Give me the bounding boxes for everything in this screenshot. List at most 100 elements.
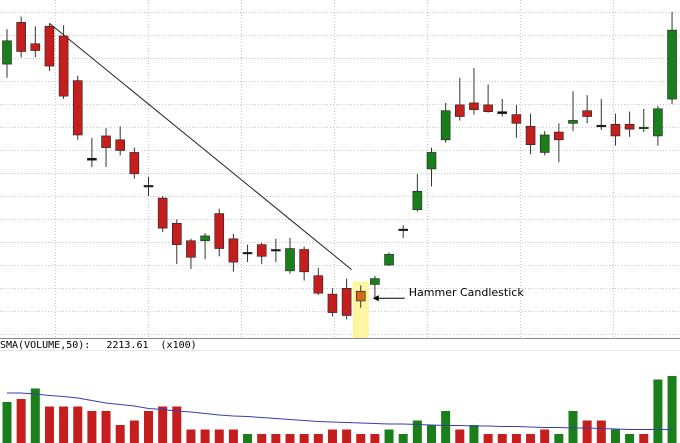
volume-bar	[356, 434, 366, 443]
candle-body	[299, 249, 309, 273]
candle-body	[143, 185, 154, 188]
candle-body	[242, 252, 253, 255]
candle-body	[610, 123, 621, 137]
candle	[638, 108, 649, 133]
candle-body	[72, 80, 83, 136]
candle-body	[412, 190, 423, 211]
volume-bar	[271, 434, 281, 443]
candle	[412, 173, 423, 212]
candle	[596, 99, 607, 131]
volume-bar	[653, 379, 663, 443]
candle	[370, 275, 380, 299]
candle-body	[313, 275, 324, 294]
volume-bar	[667, 376, 677, 443]
candle-body	[483, 104, 493, 112]
candle	[313, 267, 324, 296]
candle	[16, 16, 26, 58]
volume-bar	[101, 411, 111, 443]
volume-bar	[497, 434, 507, 443]
candle	[525, 113, 536, 155]
candle	[72, 75, 83, 140]
candle-body	[596, 124, 607, 128]
volume-bar	[540, 429, 550, 443]
candle-body	[667, 29, 677, 100]
candle-body	[624, 123, 635, 130]
candle-body	[44, 25, 55, 67]
candle	[30, 26, 41, 58]
candle	[440, 102, 451, 143]
volume-bar	[427, 425, 436, 443]
candle-body	[370, 278, 380, 285]
candle-body	[2, 40, 12, 65]
volume-bar	[214, 429, 224, 443]
trend-layer	[49, 22, 352, 271]
candle	[539, 131, 550, 156]
candle	[511, 104, 522, 138]
candle	[101, 128, 111, 167]
candle-body	[58, 35, 69, 97]
candle-body	[398, 228, 409, 231]
candle-body	[285, 248, 295, 272]
candle-body	[454, 104, 465, 117]
candle	[157, 196, 168, 233]
candle-body	[87, 157, 97, 161]
volume-bar	[16, 399, 26, 443]
candle	[214, 208, 225, 257]
volume-bar	[526, 434, 536, 443]
volume-bar	[59, 406, 69, 443]
sma-scale-note: (x100)	[161, 340, 197, 351]
volume-bar	[384, 429, 394, 443]
volume-bar	[568, 411, 578, 443]
volume-bar	[370, 434, 380, 443]
candle	[58, 25, 69, 100]
volume-bar	[398, 434, 408, 443]
candle-body	[384, 254, 394, 266]
candle	[355, 285, 366, 308]
downtrend-line	[49, 22, 352, 271]
candle-body	[172, 222, 182, 245]
candle	[242, 244, 253, 263]
candle	[426, 147, 437, 187]
candle-body	[228, 238, 239, 263]
volume-bar	[30, 388, 40, 443]
candle-body	[101, 135, 111, 148]
volume-bar	[115, 425, 125, 443]
volume-bar	[483, 434, 493, 443]
volume-bar	[554, 434, 564, 443]
volume-sma-line	[7, 392, 673, 430]
price-grid	[0, 0, 680, 338]
candle	[497, 99, 508, 117]
candle-body	[426, 152, 437, 170]
candle-body	[440, 110, 451, 141]
candle	[483, 84, 493, 113]
candle-body	[200, 235, 210, 242]
candle	[143, 176, 154, 197]
candle-body	[638, 126, 649, 130]
candle	[271, 238, 281, 263]
volume-bar	[511, 434, 521, 443]
candle-body	[497, 111, 508, 114]
candle	[667, 11, 677, 104]
volume-bar	[44, 406, 54, 443]
candle	[2, 29, 12, 78]
volume-bar	[73, 406, 83, 443]
candle	[285, 237, 295, 274]
volume-bar	[2, 402, 12, 443]
volume-bar	[285, 434, 295, 443]
volume-bar	[228, 429, 238, 443]
sma-label: SMA(VOLUME,50):	[0, 340, 90, 351]
candle	[568, 91, 578, 132]
volume-bar	[172, 406, 182, 443]
candle-body	[582, 110, 592, 117]
candle	[582, 95, 592, 124]
candle	[653, 105, 663, 146]
volume-bar	[257, 434, 267, 443]
volume-bar	[455, 429, 465, 443]
candle-body	[469, 102, 479, 111]
candle	[228, 233, 239, 272]
candle	[299, 246, 309, 281]
volume-bar	[200, 429, 210, 443]
volume-bar	[186, 429, 196, 443]
volume-bar	[469, 425, 479, 443]
